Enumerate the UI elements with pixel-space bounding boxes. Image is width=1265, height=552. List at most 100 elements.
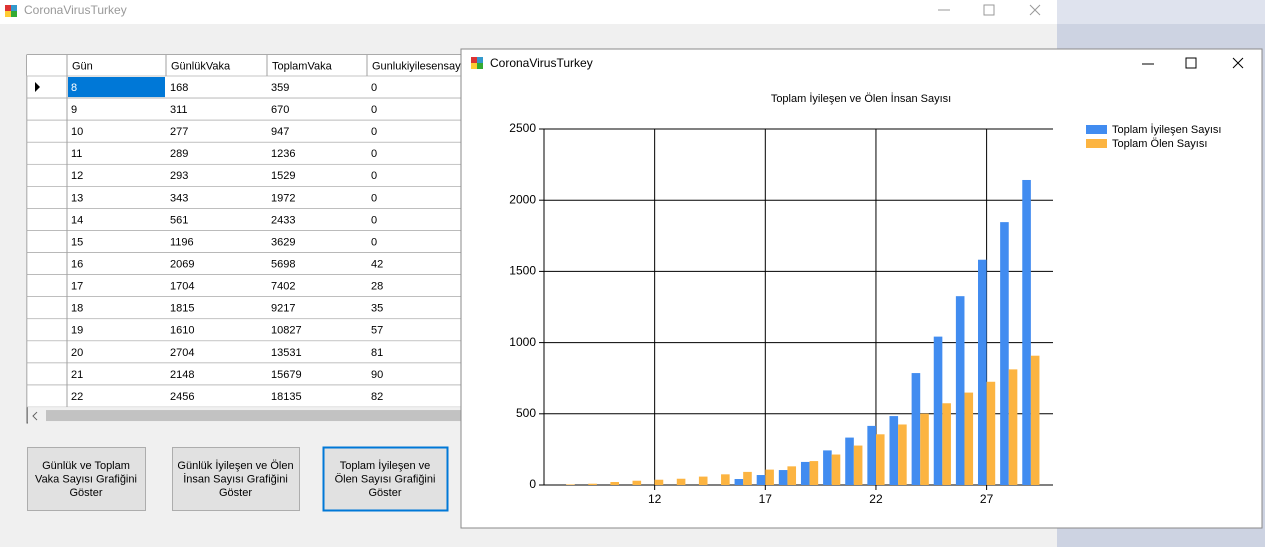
row [26, 119, 471, 143]
bar [756, 475, 766, 485]
row [26, 186, 471, 209]
cell: 0 [371, 170, 377, 182]
bar [955, 296, 965, 485]
button[interactable] [172, 447, 300, 511]
button-label: Göster [368, 487, 401, 499]
bar [778, 470, 788, 485]
x-tick-label: 12 [648, 492, 662, 506]
row [26, 141, 471, 165]
y-tick-label: 500 [516, 406, 536, 420]
cell: 1196 [170, 236, 194, 248]
column-header: Gün [72, 60, 93, 72]
bar [1022, 179, 1031, 486]
bar [743, 471, 752, 485]
row [26, 208, 471, 231]
cell: 9217 [271, 303, 295, 315]
scroll-thumb [46, 410, 466, 422]
y-tick-label: 0 [529, 477, 536, 491]
cell: 14 [71, 214, 83, 226]
cell: 289 [170, 148, 188, 160]
bar [853, 445, 863, 485]
x-tick-label: 22 [869, 492, 883, 506]
row [26, 340, 471, 364]
cell: 1610 [170, 325, 194, 337]
button-label: Göster [219, 487, 252, 499]
cell: 22 [71, 391, 83, 403]
bar [809, 461, 819, 485]
bar [933, 336, 943, 485]
cell: 1529 [271, 170, 295, 182]
cell: 10 [71, 126, 83, 138]
cell: 670 [271, 104, 289, 116]
cell: 9 [71, 104, 77, 116]
cell: 21 [71, 369, 83, 381]
row [26, 296, 471, 320]
cell: 15 [71, 236, 83, 248]
data-grid[interactable]: Gün GünlükVaka ToplamVaka Gunlukiyilesensay… [26, 54, 471, 425]
close-button[interactable] [1029, 4, 1041, 16]
bar [765, 469, 774, 485]
chart-window-title: CoronaVirusTurkey [490, 56, 593, 70]
bar [676, 478, 686, 485]
bar [964, 392, 974, 485]
cell: 0 [371, 104, 377, 116]
selected-cell [68, 77, 165, 98]
bar [734, 479, 744, 485]
bar [845, 437, 854, 485]
cell: 35 [371, 303, 383, 315]
cell: 81 [371, 347, 383, 359]
row [26, 362, 471, 386]
legend-label: Toplam Ölen Sayısı [1112, 138, 1207, 150]
bar [654, 479, 664, 485]
cell: 0 [371, 214, 377, 226]
button-label: İnsan Sayısı Grafiğini [183, 472, 288, 485]
cell: 7402 [271, 281, 295, 293]
bar [986, 381, 996, 485]
cell: 1972 [271, 192, 295, 204]
row [26, 252, 471, 275]
scroll-left [32, 411, 38, 421]
cell: 2069 [170, 259, 194, 271]
cell: 2433 [271, 214, 295, 226]
legend-swatch [1086, 139, 1107, 148]
bar [898, 424, 907, 485]
cell: 1236 [271, 148, 295, 160]
cell: 0 [371, 82, 377, 94]
cell: 343 [170, 192, 188, 204]
chart-close-button[interactable] [1232, 57, 1244, 69]
y-tick-label: 2500 [509, 121, 536, 135]
bar [787, 466, 797, 485]
chart-app-icon [471, 57, 483, 69]
bar [875, 434, 885, 485]
cell: 42 [371, 259, 383, 271]
row [26, 163, 471, 187]
cell: 0 [371, 148, 377, 160]
cell: 3629 [271, 236, 295, 248]
bar [800, 461, 810, 485]
chart-maximize-button[interactable] [1185, 57, 1197, 69]
bar [911, 373, 921, 485]
bar [566, 484, 575, 485]
cell: 1815 [170, 303, 194, 315]
y-tick-label: 1000 [509, 335, 536, 349]
button[interactable] [27, 447, 146, 511]
main-title-bar [0, 0, 1057, 24]
button-label: Toplam İyileşen ve [340, 459, 431, 472]
bar [1030, 355, 1040, 485]
button[interactable] [322, 446, 449, 512]
x-tick-label: 17 [759, 492, 773, 506]
cell: 8 [71, 82, 77, 94]
column-header: GünlükVaka [171, 60, 231, 72]
maximize-button[interactable] [983, 4, 995, 16]
cell: 5698 [271, 259, 295, 271]
cell: 2704 [170, 347, 194, 359]
bar [867, 425, 876, 485]
main-title: CoronaVirusTurkey [24, 3, 127, 17]
row [26, 97, 471, 121]
button-label: Göster [69, 487, 102, 499]
bar [698, 476, 708, 485]
cell: 19 [71, 325, 83, 337]
button-label: Vaka Sayısı Grafiğini [35, 473, 137, 485]
cell: 12 [71, 170, 83, 182]
